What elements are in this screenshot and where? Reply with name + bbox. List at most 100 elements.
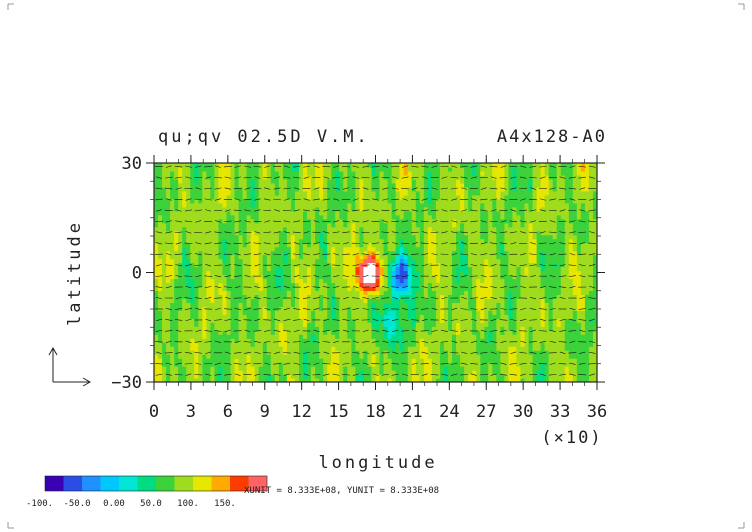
heatmap-cell: [472, 242, 477, 248]
heatmap-cell: [391, 266, 397, 272]
heatmap-cell: [214, 306, 220, 311]
heatmap-cell: [210, 234, 216, 240]
heatmap-cell: [431, 202, 437, 208]
heatmap-cell: [182, 314, 187, 319]
heatmap-cell: [278, 246, 284, 252]
heatmap-cell: [186, 286, 191, 292]
heatmap-cell: [520, 274, 526, 280]
heatmap-cell: [323, 218, 328, 224]
heatmap-cell: [210, 238, 216, 244]
heatmap-cell: [492, 374, 497, 379]
heatmap-cell: [166, 282, 171, 288]
heatmap-cell: [391, 374, 397, 379]
heatmap-cell: [226, 226, 232, 232]
heatmap-cell: [544, 242, 550, 248]
heatmap-cell: [407, 338, 413, 343]
heatmap-cell: [290, 258, 296, 264]
heatmap-cell: [170, 342, 175, 347]
heatmap-cell: [484, 210, 489, 216]
heatmap-cell: [399, 302, 405, 307]
heatmap-cell: [359, 222, 365, 228]
heatmap-cell: [178, 318, 183, 323]
heatmap-cell: [210, 310, 216, 315]
heatmap-cell: [447, 230, 453, 236]
heatmap-cell: [274, 226, 280, 232]
heatmap-cell: [548, 302, 554, 307]
heatmap-cell: [512, 302, 518, 307]
heatmap-cell: [468, 214, 473, 220]
heatmap-cell: [460, 286, 465, 292]
heatmap-cell: [452, 218, 457, 224]
heatmap-cell: [367, 282, 373, 288]
heatmap-cell: [395, 250, 401, 256]
heatmap-cell: [395, 278, 401, 284]
heatmap-cell: [439, 370, 445, 375]
heatmap-cell: [391, 334, 397, 339]
heatmap-cell: [564, 350, 570, 355]
heatmap-cell: [399, 202, 405, 208]
heatmap-cell: [282, 266, 288, 272]
heatmap-cell: [242, 330, 248, 335]
heatmap-cell: [298, 342, 304, 347]
heatmap-cell: [371, 362, 377, 367]
heatmap-cell: [456, 286, 461, 292]
heatmap-cell: [311, 314, 316, 319]
heatmap-cell: [230, 334, 236, 339]
heatmap-cell: [170, 334, 175, 339]
heatmap-cell: [395, 214, 401, 220]
heatmap-cell: [564, 378, 570, 382]
heatmap-cell: [186, 298, 191, 303]
heatmap-cell: [290, 206, 296, 212]
heatmap-cell: [427, 302, 433, 307]
heatmap-cell: [500, 346, 505, 351]
heatmap-cell: [383, 262, 389, 268]
heatmap-cell: [568, 202, 574, 208]
heatmap-cell: [580, 214, 586, 220]
heatmap-cell: [311, 362, 316, 367]
heatmap-cell: [516, 226, 522, 232]
heatmap-cell: [351, 238, 356, 244]
heatmap-cell: [544, 214, 550, 220]
heatmap-cell: [202, 358, 207, 363]
heatmap-cell: [520, 262, 526, 268]
heatmap-cell: [395, 326, 401, 331]
heatmap-cell: [178, 358, 183, 363]
heatmap-cell: [323, 198, 328, 204]
heatmap-cell: [246, 246, 252, 252]
heatmap-cell: [162, 330, 167, 335]
heatmap-cell: [552, 250, 558, 256]
heatmap-cell: [592, 274, 597, 280]
heatmap-cell: [335, 302, 340, 307]
heatmap-cell: [492, 310, 497, 315]
heatmap-cell: [230, 234, 236, 240]
heatmap-cell: [500, 278, 505, 284]
heatmap-cell: [516, 202, 522, 208]
heatmap-cell: [254, 326, 260, 331]
heatmap-cell: [262, 310, 268, 315]
heatmap-cell: [198, 210, 203, 216]
heatmap-cell: [290, 362, 296, 367]
heatmap-cell: [294, 246, 300, 252]
heatmap-cell: [339, 314, 344, 319]
heatmap-cell: [339, 274, 344, 280]
heatmap-cell: [552, 270, 558, 276]
heatmap-cell: [214, 378, 220, 382]
heatmap-cell: [516, 326, 522, 331]
heatmap-cell: [206, 298, 211, 303]
heatmap-cell: [568, 298, 574, 303]
heatmap-cell: [206, 218, 211, 224]
heatmap-cell: [254, 290, 260, 295]
heatmap-cell: [210, 206, 216, 212]
heatmap-cell: [584, 302, 590, 307]
heatmap-cell: [246, 318, 252, 323]
heatmap-cell: [439, 358, 445, 363]
heatmap-cell: [464, 374, 469, 379]
heatmap-cell: [246, 202, 252, 208]
heatmap-cell: [528, 202, 534, 208]
heatmap-cell: [359, 262, 365, 268]
heatmap-cell: [452, 226, 457, 232]
heatmap-cell: [391, 370, 397, 375]
heatmap-cell: [580, 222, 586, 228]
heatmap-cell: [512, 322, 518, 327]
heatmap-cell: [186, 342, 191, 347]
